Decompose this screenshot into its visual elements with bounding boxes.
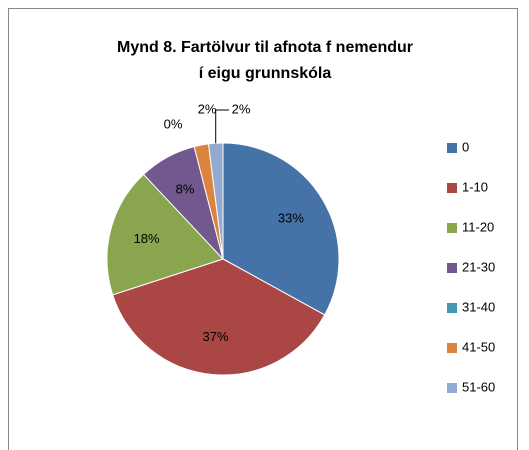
legend-swatch xyxy=(447,143,457,153)
legend-label: 51-60 xyxy=(462,379,495,394)
legend-label: 11-20 xyxy=(462,219,494,234)
data-label: 2% xyxy=(232,101,251,116)
pie-slice xyxy=(112,258,326,376)
leader-line xyxy=(215,109,229,144)
legend-swatch xyxy=(447,223,457,233)
legend-swatch xyxy=(447,263,457,273)
pie-slice xyxy=(106,173,224,296)
chart-title: Mynd 8. Fartölvur til afnota f nemendur xyxy=(117,39,413,56)
legend-label: 31-40 xyxy=(462,299,495,314)
chart-title: í eigu grunnskóla xyxy=(199,65,332,82)
legend-label: 0 xyxy=(462,139,469,154)
data-label: 18% xyxy=(134,231,160,246)
data-label: 0% xyxy=(164,116,183,131)
data-label: 2% xyxy=(198,101,217,116)
pie-slice xyxy=(207,142,224,260)
legend-swatch xyxy=(447,303,457,313)
data-label: 8% xyxy=(176,181,195,196)
legend-swatch xyxy=(447,343,457,353)
legend-swatch xyxy=(447,383,457,393)
data-label: 33% xyxy=(278,210,304,225)
legend-label: 41-50 xyxy=(462,339,495,354)
legend-label: 1-10 xyxy=(462,179,488,194)
legend-label: 21-30 xyxy=(462,259,495,274)
pie-slice xyxy=(222,142,340,316)
legend-swatch xyxy=(447,183,457,193)
data-label: 37% xyxy=(203,329,229,344)
